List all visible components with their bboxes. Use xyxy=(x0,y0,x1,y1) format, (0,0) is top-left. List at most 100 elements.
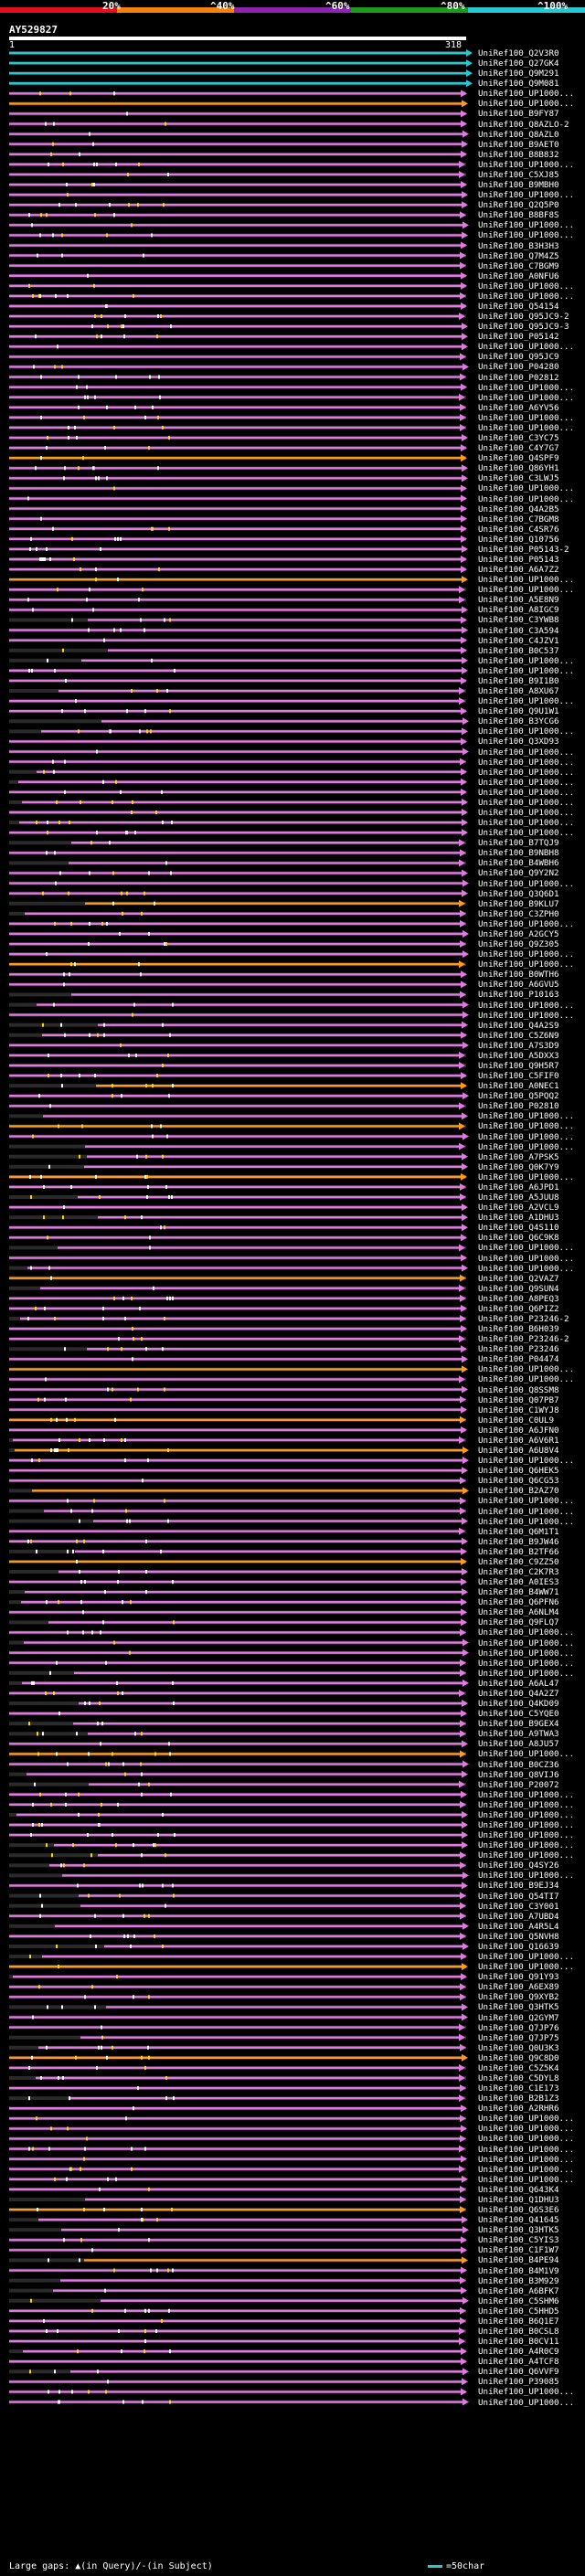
hit-track[interactable] xyxy=(9,1214,468,1222)
hit-track[interactable] xyxy=(9,2104,467,2113)
hit-track[interactable] xyxy=(9,2185,466,2193)
hit-label[interactable]: UniRef100_A6GVU5 xyxy=(478,980,559,991)
hit-label[interactable]: UniRef100_B4WBH6 xyxy=(478,858,559,869)
hit-label[interactable]: UniRef100_P10163 xyxy=(478,990,559,1001)
hit-track[interactable] xyxy=(9,2236,467,2244)
hit-track[interactable] xyxy=(9,1659,466,1667)
hit-label[interactable]: UniRef100_Q6HEK5 xyxy=(478,1466,559,1477)
hit-track[interactable] xyxy=(9,1447,469,1455)
hit-track[interactable] xyxy=(9,1294,466,1302)
hit-label[interactable]: UniRef100_B0CSL8 xyxy=(478,2327,559,2337)
hit-track[interactable] xyxy=(9,514,467,523)
hit-track[interactable] xyxy=(9,181,467,189)
hit-label[interactable]: UniRef100_C5HHD5 xyxy=(478,2306,559,2316)
hit-label[interactable]: UniRef100_A6U8V4 xyxy=(478,1446,559,1457)
hit-label[interactable]: UniRef100_C5FIF0 xyxy=(478,1071,559,1082)
hit-label[interactable]: UniRef100_Q9M291 xyxy=(478,69,559,80)
hit-track[interactable] xyxy=(9,1395,466,1404)
hit-track[interactable] xyxy=(9,1750,466,1758)
hit-track[interactable] xyxy=(9,2084,466,2093)
hit-track[interactable] xyxy=(9,899,466,907)
hit-label[interactable]: UniRef100_C5Z5K4 xyxy=(478,2062,559,2073)
hit-label[interactable]: UniRef100_Q9FLQ7 xyxy=(478,1617,559,1628)
hit-track[interactable] xyxy=(9,323,468,331)
hit-track[interactable] xyxy=(9,1001,469,1009)
hit-label[interactable]: UniRef100_UP1000... xyxy=(478,1830,575,1841)
hit-label[interactable]: UniRef100_A5E8N9 xyxy=(478,595,559,606)
hit-track[interactable] xyxy=(9,525,467,533)
hit-track[interactable] xyxy=(9,292,466,300)
hit-label[interactable]: UniRef100_UP1000... xyxy=(478,1871,575,1882)
hit-track[interactable] xyxy=(9,535,467,543)
hit-track[interactable] xyxy=(9,2053,468,2062)
hit-label[interactable]: UniRef100_Q6S3E6 xyxy=(478,2205,559,2216)
hit-label[interactable]: UniRef100_Q4KD09 xyxy=(478,1699,559,1710)
hit-track[interactable] xyxy=(9,281,467,290)
hit-label[interactable]: UniRef100_B2B1Z3 xyxy=(478,2094,559,2104)
hit-track[interactable] xyxy=(9,646,467,654)
hit-track[interactable] xyxy=(9,343,468,351)
hit-track[interactable] xyxy=(9,2155,467,2163)
hit-label[interactable]: UniRef100_B2AZ70 xyxy=(478,1486,559,1497)
hit-track[interactable] xyxy=(9,1800,466,1808)
hit-label[interactable]: UniRef100_A6JPD1 xyxy=(478,1182,559,1193)
hit-track[interactable] xyxy=(9,869,468,877)
hit-label[interactable]: UniRef100_C5YQE0 xyxy=(478,1709,559,1720)
hit-track[interactable] xyxy=(9,1224,468,1232)
hit-label[interactable]: UniRef100_UP1000... xyxy=(478,1668,575,1679)
hit-track[interactable] xyxy=(9,413,466,421)
hit-track[interactable] xyxy=(9,1031,467,1039)
hit-track[interactable] xyxy=(9,1487,469,1495)
hit-track[interactable] xyxy=(9,100,468,108)
hit-track[interactable] xyxy=(9,363,469,371)
hit-label[interactable]: UniRef100_UP1000... xyxy=(478,493,575,504)
hit-track[interactable] xyxy=(9,1182,466,1191)
hit-track[interactable] xyxy=(9,110,467,118)
hit-track[interactable] xyxy=(9,1588,468,1596)
hit-track[interactable] xyxy=(9,1457,469,1465)
hit-track[interactable] xyxy=(9,991,466,999)
hit-track[interactable] xyxy=(9,1547,467,1555)
hit-track[interactable] xyxy=(9,1790,467,1798)
hit-label[interactable]: UniRef100_B3M929 xyxy=(478,2275,559,2286)
hit-track[interactable] xyxy=(9,2348,467,2356)
hit-track[interactable] xyxy=(9,140,468,148)
hit-label[interactable]: UniRef100_B9NBH8 xyxy=(478,848,559,859)
hit-track[interactable] xyxy=(9,798,468,806)
hit-track[interactable] xyxy=(9,606,468,614)
hit-track[interactable] xyxy=(9,2358,467,2366)
hit-label[interactable]: UniRef100_A8XU67 xyxy=(478,686,559,697)
hit-track[interactable] xyxy=(9,2063,466,2072)
hit-track[interactable] xyxy=(9,2074,466,2082)
hit-label[interactable]: UniRef100_Q4SY26 xyxy=(478,1860,559,1871)
hit-label[interactable]: UniRef100_UP1000... xyxy=(478,747,575,758)
hit-label[interactable]: UniRef100_A6JFN0 xyxy=(478,1425,559,1436)
hit-label[interactable]: UniRef100_UP1000... xyxy=(478,1627,575,1638)
hit-label[interactable]: UniRef100_UP1000... xyxy=(478,1820,575,1830)
hit-label[interactable]: UniRef100_UP1000... xyxy=(478,412,575,423)
hit-track[interactable] xyxy=(9,2206,466,2214)
hit-label[interactable]: UniRef100_UP1000... xyxy=(478,575,575,586)
hit-track[interactable] xyxy=(9,737,467,746)
hit-label[interactable]: UniRef100_UP1000... xyxy=(478,787,575,798)
hit-label[interactable]: UniRef100_Q3HTK5 xyxy=(478,2225,559,2236)
hit-track[interactable] xyxy=(9,393,466,401)
hit-track[interactable] xyxy=(9,636,467,644)
hit-label[interactable]: UniRef100_Q9U1W1 xyxy=(478,706,559,717)
hit-label[interactable]: UniRef100_UP1000... xyxy=(478,1141,575,1152)
hit-track[interactable] xyxy=(9,1851,466,1860)
hit-label[interactable]: UniRef100_Q6VVF9 xyxy=(478,2367,559,2378)
hit-track[interactable] xyxy=(9,2316,466,2325)
hit-track[interactable] xyxy=(9,1132,469,1140)
hit-track[interactable] xyxy=(9,879,469,887)
hit-track[interactable] xyxy=(9,2094,466,2103)
hit-label[interactable]: UniRef100_Q8AZL0 xyxy=(478,129,559,140)
hit-label[interactable]: UniRef100_Q95JC9-3 xyxy=(478,322,569,333)
hit-track[interactable] xyxy=(9,1527,466,1535)
hit-label[interactable]: UniRef100_Q54TI7 xyxy=(478,1891,559,1902)
hit-label[interactable]: UniRef100_P23246-2 xyxy=(478,1314,569,1324)
hit-label[interactable]: UniRef100_Q6PIZ2 xyxy=(478,1303,559,1314)
hit-label[interactable]: UniRef100_C7BGM9 xyxy=(478,260,559,271)
hit-track[interactable] xyxy=(9,1770,468,1778)
hit-label[interactable]: UniRef100_C5Z6N9 xyxy=(478,1030,559,1041)
